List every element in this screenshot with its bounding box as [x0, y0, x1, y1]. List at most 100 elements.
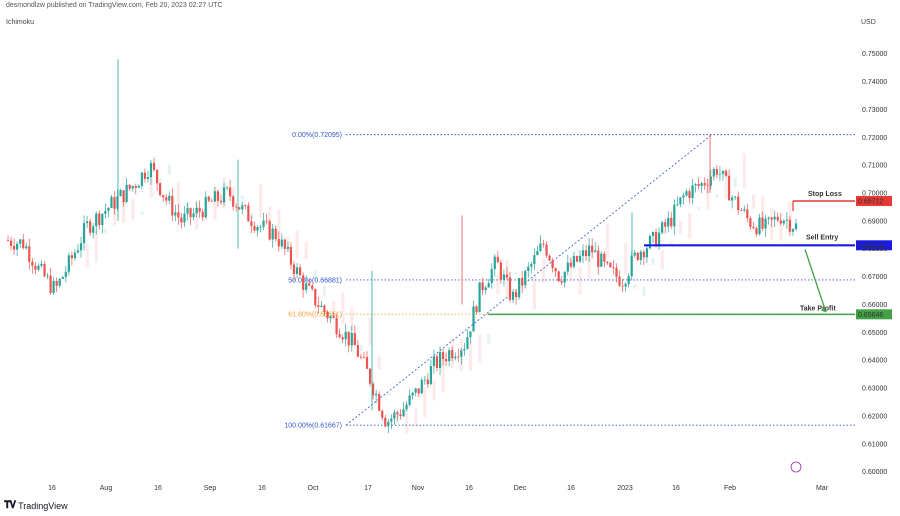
candle-body	[219, 200, 223, 203]
level-price-tag	[856, 196, 892, 207]
candle-body	[283, 239, 286, 249]
candle-body	[46, 275, 49, 277]
cloud-segment	[541, 259, 546, 284]
candle-body	[289, 246, 293, 265]
candle-body	[487, 283, 490, 288]
candle-body	[292, 264, 296, 275]
candle-body	[475, 306, 478, 313]
candle-body	[721, 170, 725, 174]
cloud-segment	[441, 358, 445, 392]
candle-body	[773, 216, 776, 220]
candle-body	[393, 412, 396, 419]
candle-body	[222, 187, 226, 203]
candle-body	[673, 204, 676, 227]
cloud-segment	[560, 254, 564, 257]
candle-body	[79, 243, 83, 251]
candle-body	[651, 231, 655, 237]
candle-body	[524, 271, 527, 286]
cloud-segment	[742, 153, 746, 188]
candle-body	[353, 332, 356, 346]
cloud-segment	[706, 178, 710, 211]
candle-body	[125, 184, 128, 203]
candle-body	[12, 245, 16, 250]
candle-body	[764, 218, 767, 229]
event-marker-icon	[790, 461, 802, 473]
candle-body	[642, 251, 645, 258]
candle-body	[101, 213, 104, 226]
candle-body	[405, 404, 408, 410]
x-tick-label: Dec	[514, 485, 527, 492]
candle-body	[241, 205, 244, 210]
candle-body	[31, 261, 34, 266]
candle-body	[463, 348, 466, 351]
y-tick-label: 0.61000	[862, 441, 887, 448]
candle-body	[533, 255, 536, 265]
y-tick-label: 0.60000	[862, 469, 887, 476]
tradingview-logo[interactable]: 𝐓𝐕 TradingView	[4, 500, 68, 511]
candle-body	[618, 276, 621, 286]
y-tick-label: 0.69000	[862, 218, 887, 225]
candle-body	[384, 417, 387, 427]
candle-body	[82, 223, 86, 244]
candle-body	[563, 271, 566, 283]
candle-body	[554, 268, 557, 272]
candle-body	[578, 255, 582, 262]
candle-body	[645, 248, 649, 258]
candle-body	[691, 185, 694, 198]
candle-body	[612, 267, 615, 268]
candle-body	[298, 267, 302, 276]
candle-body	[493, 256, 496, 270]
candle-body	[286, 246, 290, 249]
cloud-segment	[578, 266, 582, 295]
cloud-segment	[697, 206, 701, 210]
cloud-segment	[724, 173, 728, 198]
candle-body	[740, 210, 743, 211]
candle-body	[244, 205, 247, 206]
y-tick-label: 0.64000	[862, 358, 887, 365]
cloud-segment	[259, 184, 263, 218]
cloud-segment	[405, 402, 409, 434]
candle-body	[365, 357, 369, 369]
price-axis: 0.75000 0.74000 0.73000 0.72000 0.71000 0.700…	[862, 51, 887, 476]
cloud-segment	[322, 285, 327, 296]
level-name-label: Sell Entry	[806, 234, 838, 241]
cloud-segment	[277, 209, 281, 239]
candle-body	[770, 217, 773, 220]
candle-body	[317, 305, 320, 307]
candle-body	[588, 245, 591, 257]
candle-body	[429, 366, 433, 385]
candle-body	[378, 394, 381, 411]
candle-body	[499, 262, 502, 280]
candle-body	[359, 356, 363, 358]
candle-body	[37, 265, 40, 270]
candle-body	[794, 223, 798, 230]
cloud-segment	[140, 211, 144, 215]
candle-body	[724, 170, 728, 176]
cloud-segment	[149, 175, 153, 199]
candle-body	[225, 187, 229, 189]
x-tick-label: Mar	[816, 485, 829, 492]
cloud-segment	[751, 194, 756, 209]
candle-body	[110, 196, 113, 208]
candle-body	[195, 207, 198, 214]
candle-body	[9, 240, 13, 246]
cloud-segment	[94, 228, 98, 263]
candle-body	[746, 209, 749, 219]
cloud-segment	[377, 355, 381, 370]
candle-body	[606, 261, 609, 264]
y-tick-label: 0.68000	[862, 246, 887, 253]
candle-body	[155, 169, 159, 184]
candle-body	[323, 305, 326, 313]
candle-body	[180, 217, 183, 223]
cloud-segment	[587, 255, 591, 279]
candle-body	[171, 195, 174, 216]
cloud-segment	[103, 228, 108, 234]
candle-body	[43, 263, 46, 277]
candle-body	[441, 352, 445, 359]
candle-body	[73, 252, 77, 259]
candle-body	[186, 208, 189, 214]
candle-body	[566, 262, 569, 272]
candle-body	[709, 176, 712, 186]
cloud-segment	[332, 301, 336, 318]
